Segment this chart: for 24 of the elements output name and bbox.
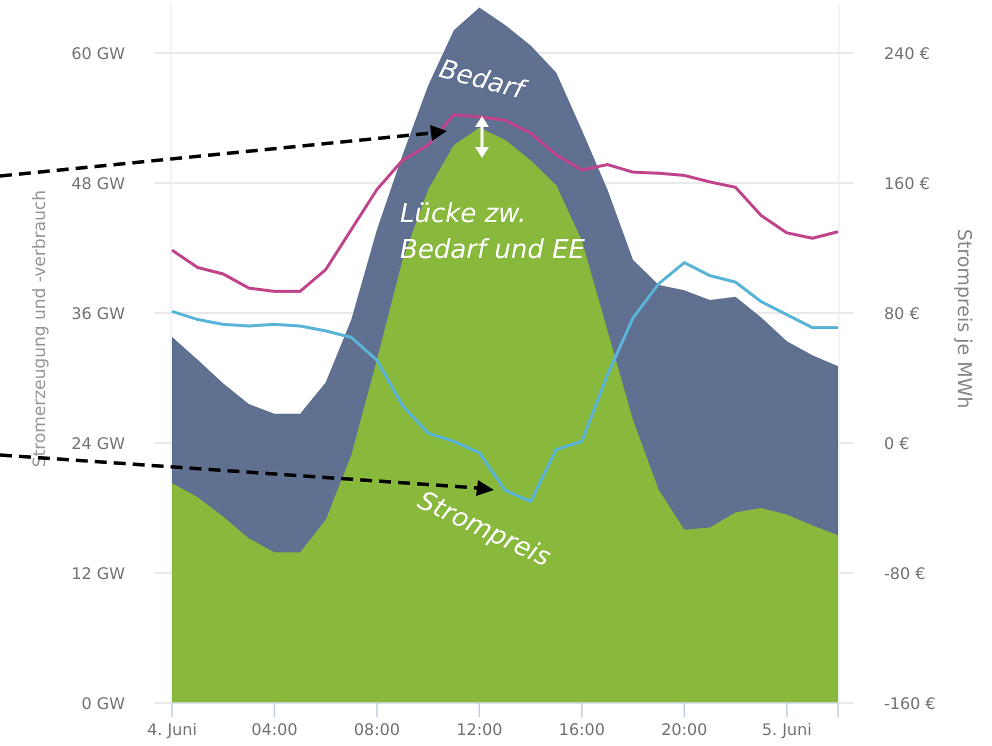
y2-tick-label: 160 € bbox=[884, 174, 930, 193]
y-tick-label: 48 GW bbox=[71, 174, 126, 193]
series-label: Bedarf bbox=[436, 54, 531, 106]
y-tick-label: 36 GW bbox=[71, 304, 126, 323]
y-tick-label: 24 GW bbox=[71, 434, 126, 453]
x-tick-label: 20:00 bbox=[661, 720, 708, 739]
y-tick-label: 0 GW bbox=[82, 694, 126, 713]
y-tick-label: 60 GW bbox=[71, 44, 126, 63]
y2-tick-label: 80 € bbox=[884, 304, 920, 323]
y2-tick-label: 0 € bbox=[884, 434, 910, 453]
y2-tick-label: -80 € bbox=[884, 564, 926, 583]
y-axis-title: Stromerzeugung und -verbrauch bbox=[30, 190, 50, 468]
x-tick-label: 08:00 bbox=[354, 720, 400, 739]
x-tick-label: 16:00 bbox=[558, 720, 605, 739]
x-tick-label: 12:00 bbox=[456, 720, 502, 739]
y2-axis-title: Strompreis je MWh bbox=[953, 228, 975, 408]
y2-tick-label: 240 € bbox=[884, 44, 930, 63]
x-tick-label: 5. Juni bbox=[762, 720, 812, 739]
y2-tick-label: -160 € bbox=[884, 694, 936, 713]
annotation: Lücke zw. Bedarf und EE bbox=[400, 199, 586, 265]
line-series bbox=[170, 113, 840, 293]
y-tick-label: 12 GW bbox=[71, 564, 126, 583]
x-tick-label: 04:00 bbox=[251, 720, 298, 739]
x-tick-label: 4. Juni bbox=[147, 720, 197, 739]
